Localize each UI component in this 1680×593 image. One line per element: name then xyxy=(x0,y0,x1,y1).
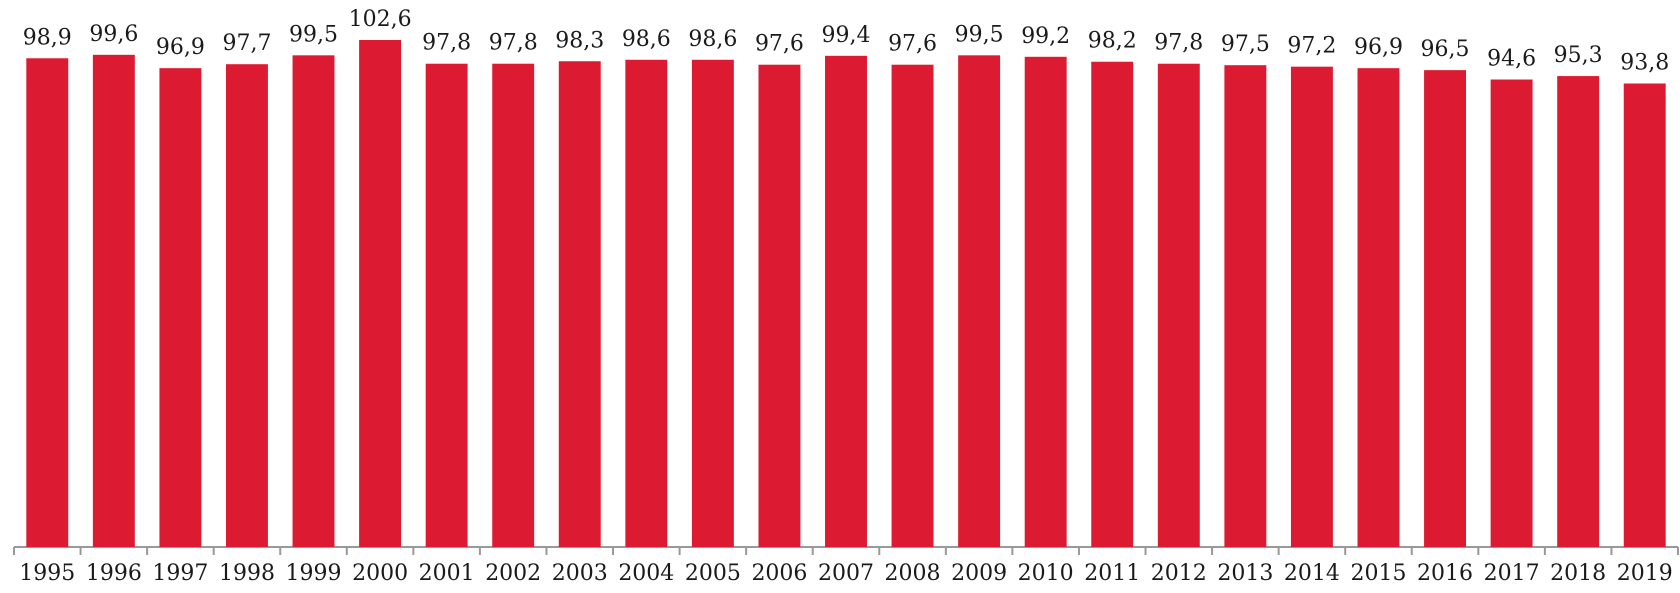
x-tick-label-2019: 2019 xyxy=(1617,561,1673,586)
x-tick-label-2011: 2011 xyxy=(1084,561,1140,586)
value-label-1995: 98,9 xyxy=(23,25,72,50)
value-label-2014: 97,2 xyxy=(1287,34,1336,59)
x-tick-label-1999: 1999 xyxy=(286,561,342,586)
value-label-2016: 96,5 xyxy=(1421,37,1470,62)
value-label-2003: 98,3 xyxy=(555,28,604,53)
bar-2004 xyxy=(625,60,667,547)
x-tick-label-2013: 2013 xyxy=(1217,561,1273,586)
value-label-2005: 98,6 xyxy=(688,27,737,52)
x-tick-label-2000: 2000 xyxy=(352,561,408,586)
bar-2002 xyxy=(492,64,534,547)
bar-1996 xyxy=(93,55,135,547)
bar-1995 xyxy=(26,58,68,547)
value-label-1999: 99,5 xyxy=(289,22,338,47)
value-label-2015: 96,9 xyxy=(1354,35,1403,60)
bar-2000 xyxy=(359,40,401,547)
bar-2013 xyxy=(1224,65,1266,547)
bar-2009 xyxy=(958,55,1000,547)
value-label-2006: 97,6 xyxy=(755,32,804,57)
value-label-1998: 97,7 xyxy=(222,31,271,56)
x-tick-label-2007: 2007 xyxy=(818,561,874,586)
x-tick-label-2005: 2005 xyxy=(685,561,741,586)
value-label-2010: 99,2 xyxy=(1021,24,1070,49)
bar-2005 xyxy=(692,60,734,547)
bar-2003 xyxy=(559,61,601,547)
bar-2015 xyxy=(1358,68,1400,547)
x-tick-label-2018: 2018 xyxy=(1550,561,1606,586)
value-label-2004: 98,6 xyxy=(622,27,671,52)
x-ticks-group xyxy=(14,547,1678,555)
bar-2012 xyxy=(1158,64,1200,547)
value-label-1997: 96,9 xyxy=(156,35,205,60)
x-tick-label-2014: 2014 xyxy=(1284,561,1340,586)
x-tick-label-2009: 2009 xyxy=(951,561,1007,586)
x-tick-label-2012: 2012 xyxy=(1151,561,1207,586)
bar-2016 xyxy=(1424,70,1466,547)
bar-2006 xyxy=(758,65,800,547)
x-tick-label-1997: 1997 xyxy=(152,561,208,586)
value-label-2002: 97,8 xyxy=(489,31,538,56)
bar-1997 xyxy=(159,68,201,547)
value-label-2007: 99,4 xyxy=(822,23,871,48)
value-label-2017: 94,6 xyxy=(1487,47,1536,72)
x-tick-label-2004: 2004 xyxy=(618,561,674,586)
x-tick-label-2017: 2017 xyxy=(1484,561,1540,586)
value-label-2019: 93,8 xyxy=(1620,50,1669,75)
x-tick-label-2006: 2006 xyxy=(751,561,807,586)
value-label-2008: 97,6 xyxy=(888,32,937,57)
value-label-2001: 97,8 xyxy=(422,31,471,56)
value-label-2018: 95,3 xyxy=(1554,43,1603,68)
value-label-2013: 97,5 xyxy=(1221,32,1270,57)
bar-1999 xyxy=(293,55,335,547)
x-tick-labels-group: 1995 1996 1997 1998 1999 2000 2001 2002 2003 2004… xyxy=(19,561,1672,586)
x-tick-label-1995: 1995 xyxy=(19,561,75,586)
bar-1998 xyxy=(226,64,268,547)
x-tick-label-2002: 2002 xyxy=(485,561,541,586)
x-tick-label-2003: 2003 xyxy=(552,561,608,586)
x-tick-label-1996: 1996 xyxy=(86,561,142,586)
x-tick-label-1998: 1998 xyxy=(219,561,275,586)
value-label-2009: 99,5 xyxy=(955,22,1004,47)
value-label-1996: 99,6 xyxy=(89,22,138,47)
bar-2014 xyxy=(1291,67,1333,547)
bar-2019 xyxy=(1624,83,1666,547)
bar-2001 xyxy=(426,64,468,547)
value-label-2011: 98,2 xyxy=(1088,29,1137,54)
x-tick-label-2015: 2015 xyxy=(1350,561,1406,586)
bar-2011 xyxy=(1091,62,1133,547)
bar-2017 xyxy=(1491,80,1533,547)
value-label-2012: 97,8 xyxy=(1154,31,1203,56)
bar-2008 xyxy=(892,65,934,547)
bar-2007 xyxy=(825,56,867,547)
x-tick-label-2010: 2010 xyxy=(1018,561,1074,586)
bar-2018 xyxy=(1557,76,1599,547)
bar-2010 xyxy=(1025,57,1067,547)
x-tick-label-2001: 2001 xyxy=(419,561,475,586)
x-tick-label-2008: 2008 xyxy=(885,561,941,586)
bars-group xyxy=(26,40,1665,547)
x-tick-label-2016: 2016 xyxy=(1417,561,1473,586)
value-label-2000: 102,6 xyxy=(349,7,412,32)
